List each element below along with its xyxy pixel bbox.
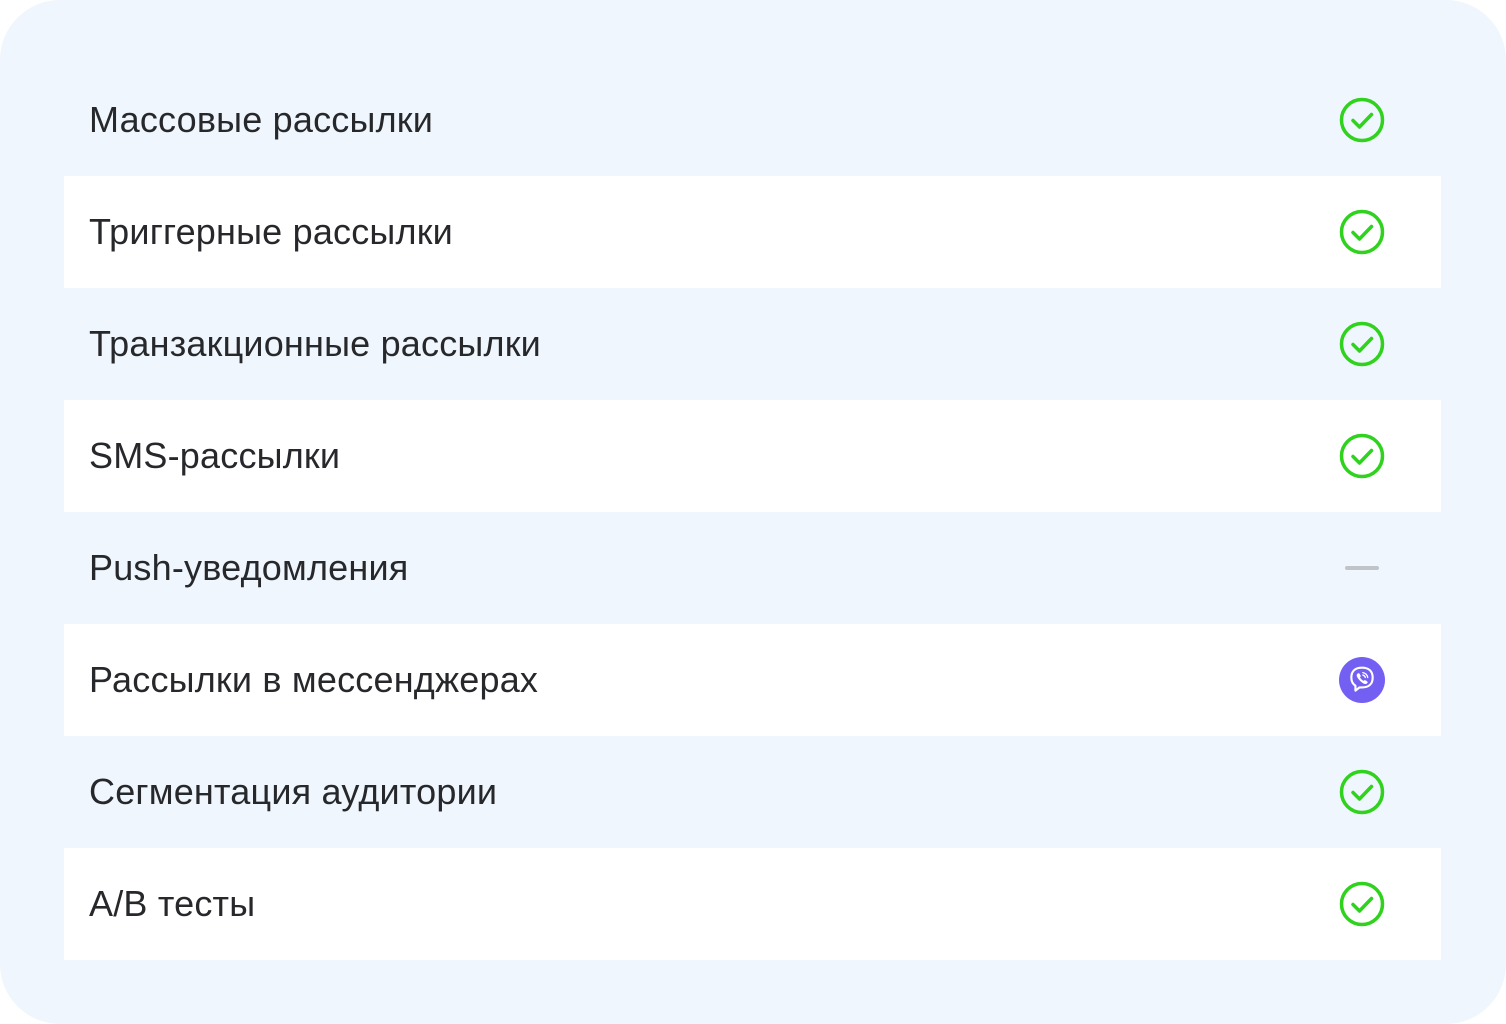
- check-icon: [1339, 769, 1385, 815]
- feature-label: Транзакционные рассылки: [89, 323, 541, 364]
- feature-row: Триггерные рассылки: [64, 176, 1441, 288]
- feature-list: Массовые рассылки Триггерные рассылки Тран…: [64, 64, 1441, 960]
- feature-row: A/B тесты: [64, 848, 1441, 960]
- viber-icon: [1339, 657, 1385, 703]
- feature-label: Массовые рассылки: [89, 99, 434, 140]
- feature-label: Сегментация аудитории: [89, 771, 498, 812]
- feature-label: A/B тесты: [89, 883, 256, 924]
- check-icon: [1339, 321, 1385, 367]
- feature-row: Рассылки в мессенджерах: [64, 624, 1441, 736]
- feature-row: Массовые рассылки: [64, 64, 1441, 176]
- dash-icon: [1339, 545, 1385, 591]
- feature-row: SMS-рассылки: [64, 400, 1441, 512]
- feature-row: Транзакционные рассылки: [64, 288, 1441, 400]
- check-icon: [1339, 209, 1385, 255]
- feature-label: Рассылки в мессенджерах: [89, 659, 539, 700]
- check-icon: [1339, 97, 1385, 143]
- feature-label: Триггерные рассылки: [89, 211, 453, 252]
- feature-row: Push-уведомления: [64, 512, 1441, 624]
- check-icon: [1339, 433, 1385, 479]
- feature-row: Сегментация аудитории: [64, 736, 1441, 848]
- check-icon: [1339, 881, 1385, 927]
- feature-label: SMS-рассылки: [89, 435, 341, 476]
- feature-label: Push-уведомления: [89, 547, 409, 588]
